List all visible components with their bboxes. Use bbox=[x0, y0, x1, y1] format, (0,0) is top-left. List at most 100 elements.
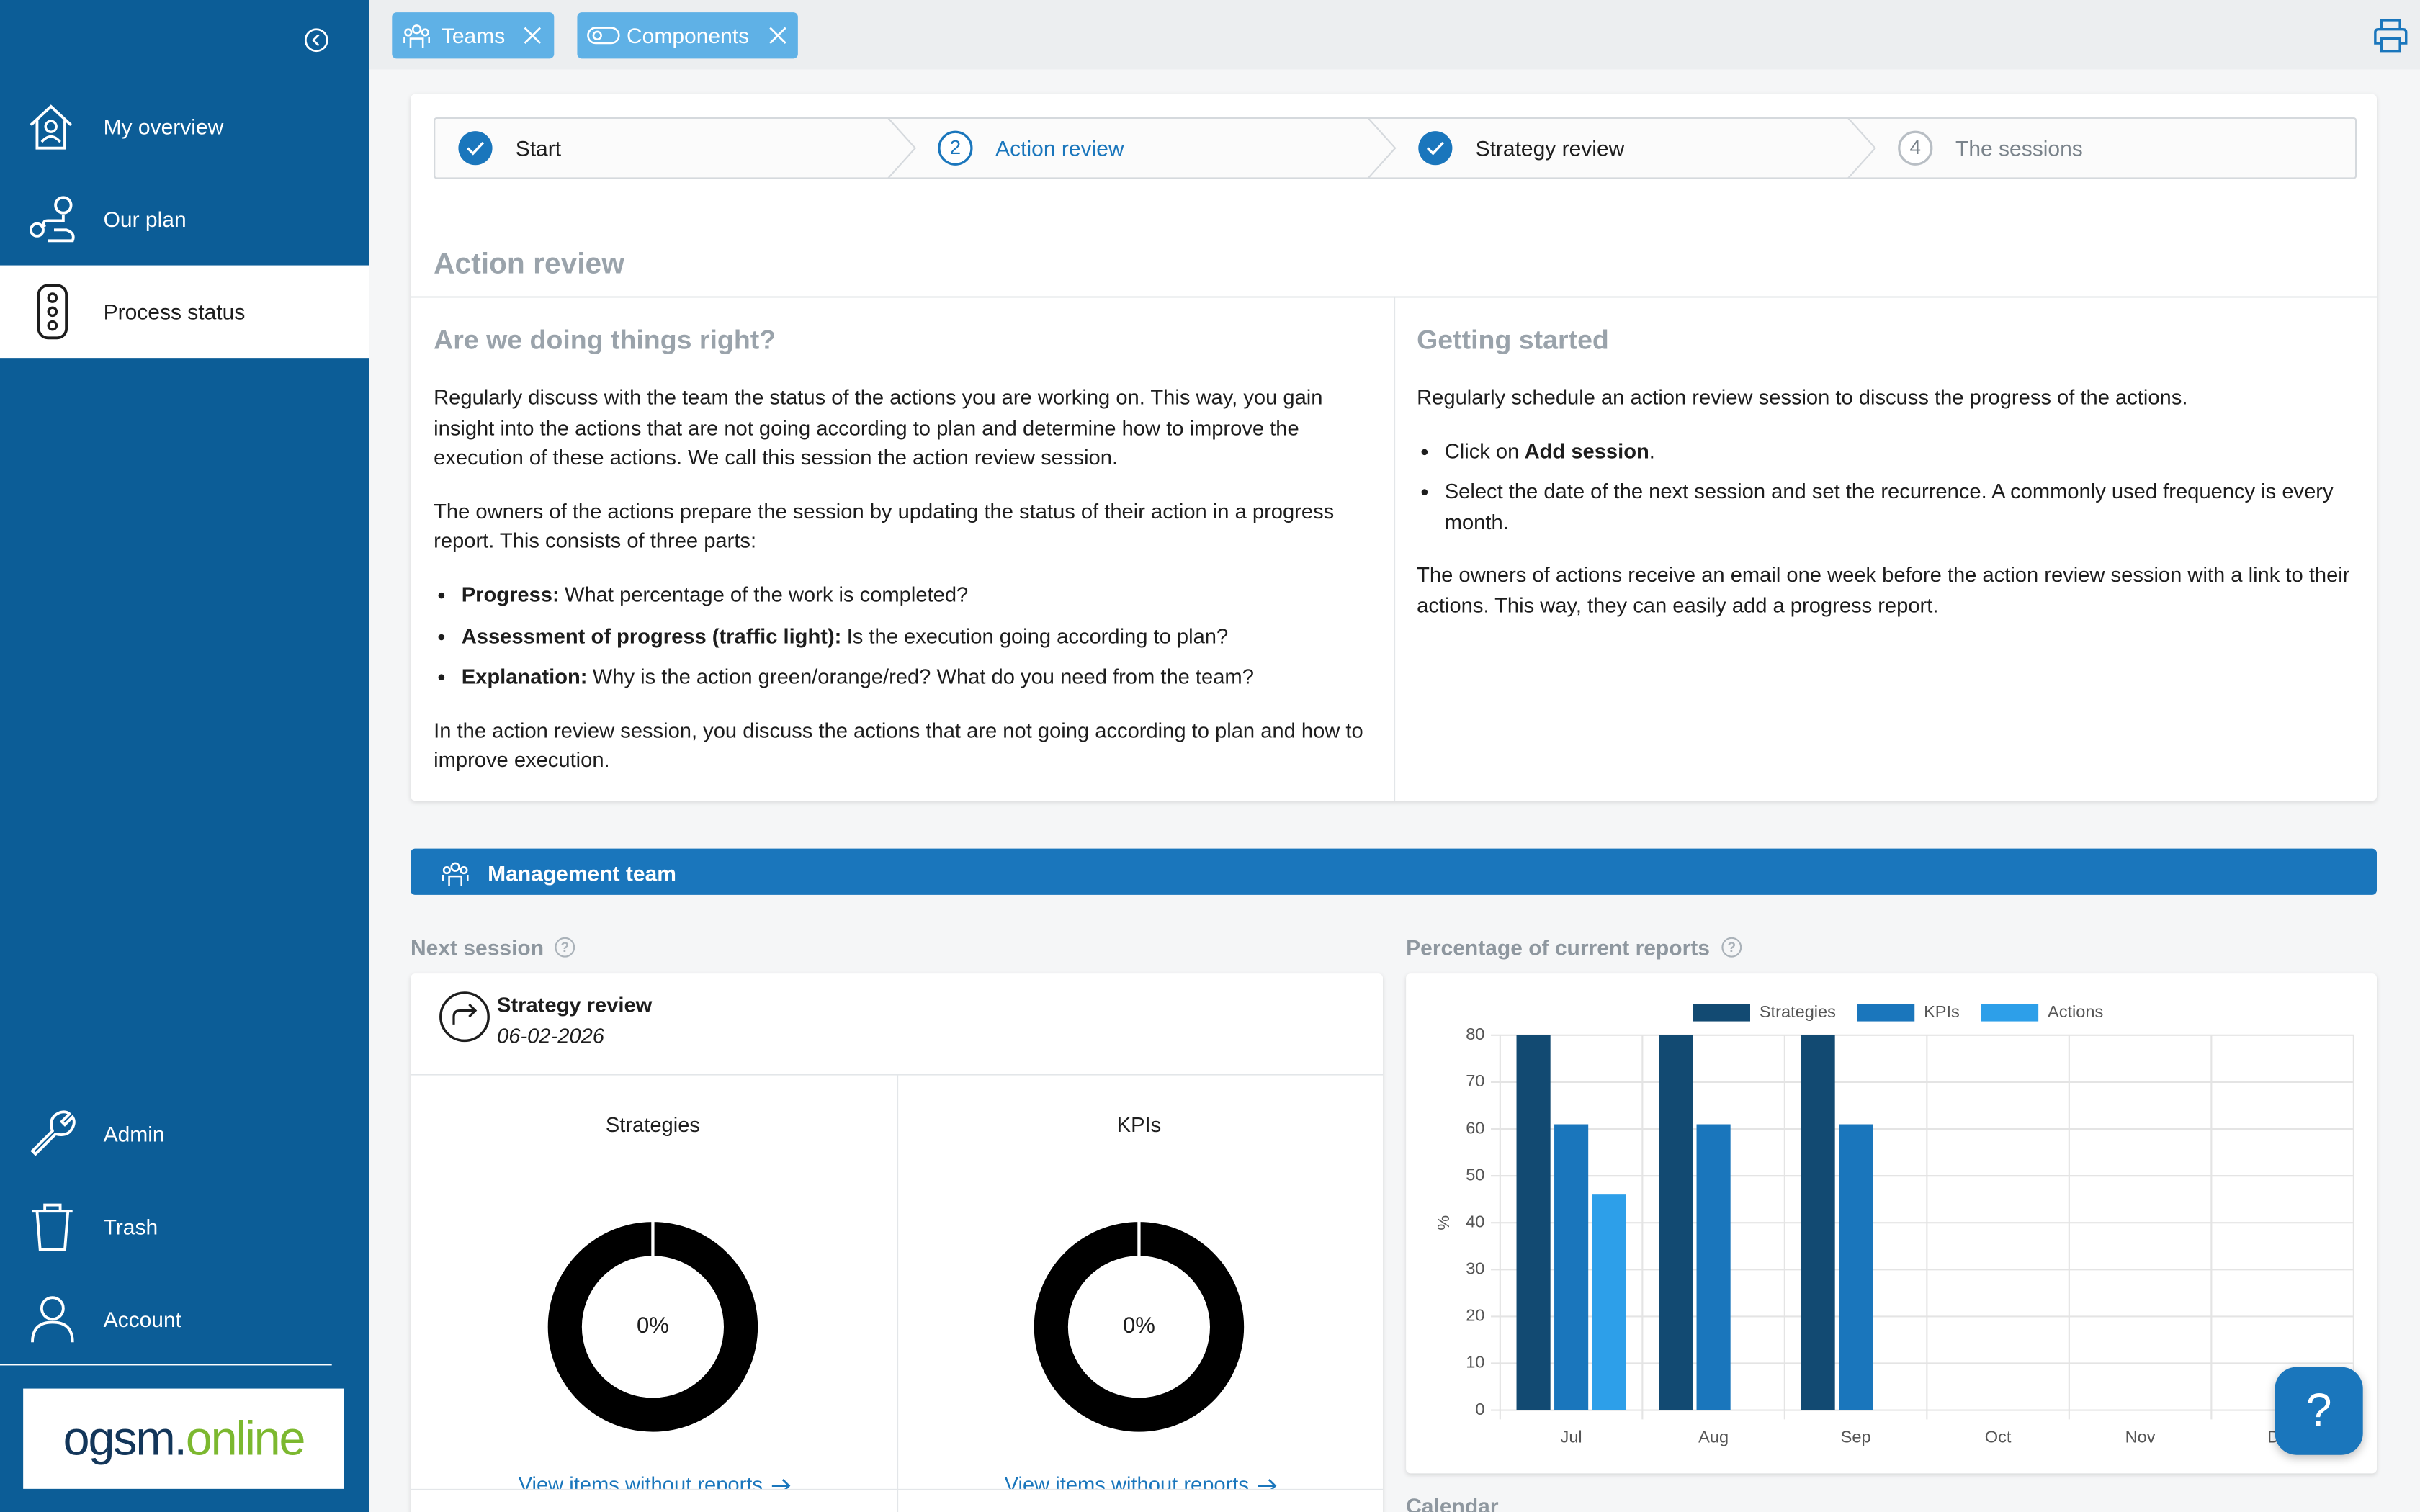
nav-item[interactable]: Our plan bbox=[0, 173, 369, 266]
legend-label: Actions bbox=[2048, 1002, 2103, 1021]
donut-title: KPIs bbox=[1117, 1114, 1162, 1137]
check-icon bbox=[1418, 131, 1453, 166]
session-icon bbox=[439, 991, 490, 1043]
donut-charts: Strategies 0% View items without reports KP… bbox=[519, 1114, 1277, 1489]
y-tick-label: 30 bbox=[1466, 1259, 1484, 1278]
logo-accent: online bbox=[185, 1410, 306, 1465]
step-number: 2 bbox=[950, 136, 961, 158]
close-icon[interactable] bbox=[523, 26, 542, 45]
nav-item[interactable]: Admin bbox=[0, 1088, 369, 1181]
view-link[interactable]: View items without reports bbox=[519, 1473, 763, 1489]
session-card: Strategy review 06-02-2026 Strategies 0% V… bbox=[411, 973, 1383, 1512]
item-bold: Add session bbox=[1524, 438, 1649, 462]
top-bar: Teams Components bbox=[369, 0, 2420, 70]
section-label: Calendar bbox=[1406, 1493, 1499, 1512]
y-tick-label: 60 bbox=[1466, 1118, 1484, 1137]
nav-label: My overview bbox=[103, 114, 224, 139]
team-name: Management team bbox=[488, 860, 676, 886]
paragraph: The owners of actions receive an email o… bbox=[1417, 563, 2350, 618]
x-tick-label: Jul bbox=[1561, 1427, 1582, 1446]
step-number: 4 bbox=[1910, 136, 1922, 158]
nav-label: Trash bbox=[103, 1214, 158, 1239]
step-label: The sessions bbox=[1955, 135, 2083, 161]
legend-swatch bbox=[1981, 1004, 2039, 1022]
help-button[interactable]: ? bbox=[2275, 1367, 2363, 1455]
step[interactable]: Start bbox=[457, 119, 561, 177]
chart-card: 01020304050607080%JulAugSepOctNovDecStra… bbox=[1406, 973, 2377, 1474]
x-tick-label: Oct bbox=[1985, 1427, 2012, 1446]
team-icon bbox=[442, 862, 469, 886]
session-date: 06-02-2026 bbox=[497, 1024, 605, 1048]
legend-swatch bbox=[1693, 1004, 1750, 1022]
donut-label: 0% bbox=[1123, 1313, 1155, 1338]
nav-label: Admin bbox=[103, 1121, 165, 1147]
step[interactable]: 2 Action review bbox=[937, 119, 1124, 177]
column-title: Are we doing things right? bbox=[434, 324, 776, 355]
item-text: Select the date of the next session and … bbox=[1444, 480, 2334, 534]
list-item: Select the date of the next session and … bbox=[1445, 477, 2359, 538]
nav-item[interactable]: My overview bbox=[0, 80, 369, 173]
tab[interactable]: Components bbox=[577, 12, 798, 59]
item-label: Progress: bbox=[461, 582, 560, 607]
tab[interactable]: Teams bbox=[392, 12, 555, 59]
legend-label: Strategies bbox=[1760, 1002, 1836, 1021]
sidebar: My overview Our plan Process status Admi… bbox=[0, 0, 369, 1512]
team-icon bbox=[403, 24, 430, 48]
nav-item[interactable]: Account bbox=[0, 1273, 369, 1366]
item-label: Assessment of progress (traffic light): bbox=[461, 624, 842, 648]
label-text: Next session bbox=[411, 935, 544, 960]
svg-text:?: ? bbox=[1727, 940, 1736, 955]
donut-title: Strategies bbox=[606, 1114, 700, 1137]
section-label: Percentage of current reports ? bbox=[1406, 935, 1742, 960]
tab-label: Components bbox=[627, 23, 750, 48]
close-icon[interactable] bbox=[768, 26, 787, 45]
info-card: Start 2 Action review Strategy review 4 … bbox=[411, 94, 2377, 801]
print-icon[interactable] bbox=[2372, 17, 2409, 54]
help-icon[interactable]: ? bbox=[1721, 937, 1742, 958]
svg-text:?: ? bbox=[561, 940, 570, 955]
item-text: What percentage of the work is completed… bbox=[564, 582, 969, 607]
y-tick-label: 10 bbox=[1466, 1353, 1484, 1372]
legend-label: KPIs bbox=[1924, 1002, 1960, 1021]
step[interactable]: 4 The sessions bbox=[1897, 119, 2083, 177]
nav-item-active[interactable]: Process status bbox=[0, 265, 369, 359]
trash-icon bbox=[32, 1203, 73, 1251]
y-tick-label: 80 bbox=[1466, 1025, 1484, 1043]
paragraph: The owners of the actions prepare the se… bbox=[434, 499, 1335, 553]
step[interactable]: Strategy review bbox=[1417, 119, 1624, 177]
collapse-icon[interactable] bbox=[302, 26, 331, 54]
divider bbox=[411, 1488, 1383, 1490]
team-bar: Management team bbox=[411, 848, 2377, 895]
stepper: Start 2 Action review Strategy review 4 … bbox=[434, 117, 2357, 179]
check-icon bbox=[458, 131, 493, 166]
session-title: Strategy review bbox=[497, 994, 653, 1017]
y-tick-label: 40 bbox=[1466, 1212, 1484, 1230]
item-text: Click on bbox=[1444, 438, 1520, 462]
plan-icon bbox=[29, 196, 75, 243]
bar bbox=[1592, 1194, 1626, 1410]
wrench-icon bbox=[30, 1110, 76, 1156]
bar bbox=[1801, 1035, 1835, 1410]
step-circle: 4 bbox=[1898, 130, 1933, 166]
help-icon[interactable]: ? bbox=[555, 937, 576, 958]
item-text: . bbox=[1649, 438, 1655, 462]
logo[interactable]: ogsm. online bbox=[23, 1388, 344, 1489]
logo-main: ogsm. bbox=[63, 1410, 187, 1465]
section-label: Next session ? bbox=[411, 935, 576, 960]
nav-label: Account bbox=[103, 1307, 182, 1332]
donut-label: 0% bbox=[637, 1313, 669, 1338]
nav-item[interactable]: Trash bbox=[0, 1180, 369, 1273]
step-separators bbox=[887, 117, 1877, 179]
list-item: Assessment of progress (traffic light):I… bbox=[462, 621, 1376, 652]
item-label: Explanation: bbox=[461, 665, 588, 689]
step-label: Start bbox=[515, 135, 562, 161]
account-icon bbox=[31, 1296, 74, 1343]
divider bbox=[897, 1074, 899, 1512]
paragraph: Regularly discuss with the team the stat… bbox=[434, 385, 1323, 469]
view-link[interactable]: View items without reports bbox=[1005, 1473, 1249, 1489]
y-tick-label: 50 bbox=[1466, 1165, 1484, 1184]
